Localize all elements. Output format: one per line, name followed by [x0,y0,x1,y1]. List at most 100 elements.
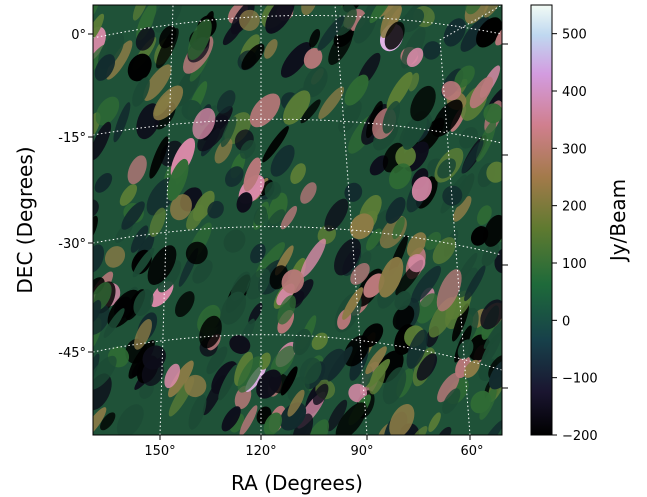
intensity-blob [93,304,111,335]
intensity-blob [344,74,369,106]
intensity-blob [167,158,189,201]
intensity-blob [442,185,463,206]
intensity-blob [410,85,436,122]
intensity-blob [369,364,386,395]
intensity-blob [239,139,256,159]
intensity-blob [127,155,147,185]
intensity-blob [197,115,229,152]
intensity-blob [406,329,428,369]
intensity-blob [441,80,462,101]
intensity-blob [431,99,463,137]
x-tick-label: 150° [144,444,175,459]
intensity-blob [202,375,226,416]
intensity-blob [229,335,251,354]
y-axis-label: DEC (Degrees) [13,146,37,293]
intensity-blob [143,64,172,101]
intensity-field [93,5,502,435]
intensity-blob [93,199,99,218]
intensity-blob [476,17,502,48]
intensity-blob [93,299,102,323]
colorbar: 500 400 300 200 100 0 −100 −200 Jy/Beam [530,4,630,444]
intensity-blob [342,287,364,320]
intensity-blob [408,72,420,92]
intensity-blob [361,323,384,348]
x-tick-label: 120° [245,444,276,459]
intensity-blob [253,206,268,226]
intensity-blob [411,265,442,303]
intensity-blob [395,145,416,168]
intensity-blob [266,209,286,230]
intensity-blob [386,71,413,111]
intensity-blob [181,100,202,121]
intensity-blob [93,121,112,161]
intensity-blob [477,205,492,226]
intensity-blob [280,205,298,230]
intensity-blob [457,339,474,360]
intensity-blob [218,364,238,401]
intensity-blob [132,5,149,21]
intensity-blob [264,181,282,200]
intensity-blob [192,190,215,222]
intensity-blob [192,259,213,284]
intensity-blob [437,158,456,179]
intensity-blob [483,214,502,247]
intensity-blob [214,138,233,164]
intensity-blob [170,194,192,221]
intensity-blob [300,99,321,124]
intensity-blob [250,243,266,264]
intensity-blob [94,54,116,81]
intensity-blob [437,372,460,403]
intensity-blob [246,268,271,300]
intensity-blob [443,18,466,47]
intensity-blob [480,332,502,367]
intensity-blob [119,184,138,206]
colorbar-label: Jy/Beam [606,179,630,263]
colorbar-tick-label: −200 [562,429,598,444]
intensity-blob [230,271,251,301]
intensity-blob [428,412,441,432]
intensity-blob [456,267,478,298]
intensity-blob [103,308,125,338]
intensity-blob [486,161,502,183]
intensity-blob [388,163,412,190]
intensity-blob [222,19,244,46]
intensity-blob [312,383,329,406]
intensity-blob [168,360,194,398]
intensity-blob [287,376,310,403]
intensity-blob [465,5,483,15]
intensity-blob [223,229,246,253]
intensity-blob [480,419,502,435]
intensity-blob [365,346,387,375]
intensity-blob [416,353,438,381]
intensity-blob [134,319,152,350]
intensity-blob [436,269,462,312]
intensity-blob [481,242,500,267]
intensity-blob [141,359,164,386]
intensity-blob [248,302,263,325]
intensity-blob [483,103,502,124]
colorbar-tick-label: 300 [562,142,587,157]
intensity-blob [475,120,497,162]
intensity-blob [327,346,353,382]
intensity-blob [135,27,155,51]
y-tick-label: -15° [58,131,86,146]
y-tick-label: 0° [71,28,86,43]
intensity-blob [392,216,405,240]
colorbar-tick-label: 0 [562,314,570,329]
intensity-blob [461,140,484,174]
intensity-blob [139,381,154,399]
intensity-blob [459,127,478,149]
intensity-blob [290,163,306,184]
intensity-blob [301,5,318,16]
intensity-blob [463,359,480,378]
intensity-blob [394,291,411,311]
intensity-blob [479,387,497,420]
intensity-blob [470,226,489,246]
intensity-blob [279,402,307,431]
intensity-blob [380,5,402,39]
plot-frame [92,4,503,436]
intensity-blob [348,383,368,403]
intensity-blob [437,426,452,435]
intensity-blob [309,28,321,48]
intensity-blob [338,100,362,133]
